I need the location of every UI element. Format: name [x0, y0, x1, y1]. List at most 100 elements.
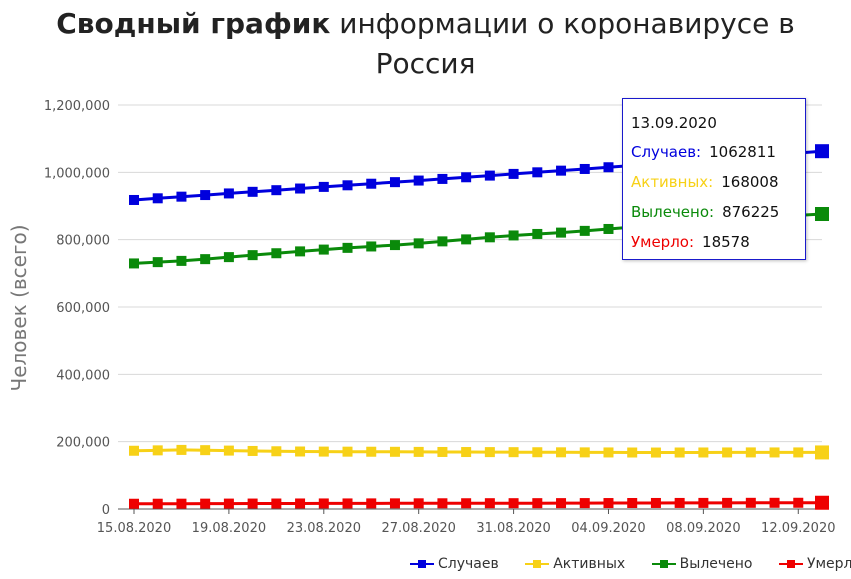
data-point[interactable]	[152, 498, 163, 509]
data-point[interactable]	[366, 178, 377, 189]
data-point[interactable]	[603, 223, 614, 234]
data-point[interactable]	[176, 255, 187, 266]
data-point[interactable]	[176, 498, 187, 509]
data-point[interactable]	[769, 447, 780, 458]
data-point[interactable]	[200, 498, 211, 509]
data-point[interactable]	[318, 244, 329, 255]
data-point[interactable]	[366, 498, 377, 509]
data-point[interactable]	[200, 445, 211, 456]
data-point[interactable]	[532, 228, 543, 239]
data-point[interactable]	[413, 446, 424, 457]
data-point[interactable]	[318, 498, 329, 509]
data-point[interactable]	[722, 447, 733, 458]
data-point[interactable]	[532, 447, 543, 458]
data-point[interactable]	[247, 445, 258, 456]
data-point[interactable]	[556, 165, 567, 176]
data-point[interactable]	[129, 194, 139, 205]
data-point[interactable]	[247, 186, 258, 197]
data-point[interactable]	[437, 236, 448, 247]
data-point[interactable]	[200, 254, 211, 265]
data-point[interactable]	[722, 497, 733, 508]
data-point[interactable]	[815, 445, 829, 460]
data-point[interactable]	[769, 497, 780, 508]
legend-item-cases[interactable]: Случаев	[410, 556, 499, 572]
data-point[interactable]	[271, 446, 282, 457]
data-point[interactable]	[152, 257, 163, 268]
data-point[interactable]	[745, 497, 756, 508]
data-point[interactable]	[461, 172, 472, 183]
data-point[interactable]	[437, 173, 448, 184]
data-point[interactable]	[318, 446, 329, 457]
legend-item-deaths[interactable]: Умерло	[778, 556, 851, 572]
data-point[interactable]	[508, 168, 519, 179]
data-point[interactable]	[674, 497, 685, 508]
data-point[interactable]	[579, 163, 590, 174]
data-point[interactable]	[508, 230, 519, 241]
data-point[interactable]	[556, 447, 567, 458]
data-point[interactable]	[437, 498, 448, 509]
data-point[interactable]	[793, 497, 804, 508]
data-point[interactable]	[200, 190, 211, 201]
data-point[interactable]	[674, 447, 685, 458]
data-point[interactable]	[532, 167, 543, 178]
data-point[interactable]	[698, 497, 709, 508]
data-point[interactable]	[603, 498, 614, 509]
data-point[interactable]	[793, 447, 804, 458]
data-point[interactable]	[271, 248, 282, 259]
data-point[interactable]	[295, 498, 306, 509]
data-point[interactable]	[461, 498, 472, 509]
data-point[interactable]	[461, 234, 472, 245]
data-point[interactable]	[152, 445, 163, 456]
data-point[interactable]	[247, 250, 258, 261]
data-point[interactable]	[413, 238, 424, 249]
data-point[interactable]	[389, 177, 400, 188]
data-point[interactable]	[366, 241, 377, 252]
data-point[interactable]	[129, 445, 139, 456]
data-point[interactable]	[650, 447, 661, 458]
data-point[interactable]	[223, 188, 234, 199]
data-point[interactable]	[461, 447, 472, 458]
data-point[interactable]	[815, 144, 829, 159]
data-point[interactable]	[579, 498, 590, 509]
data-point[interactable]	[389, 498, 400, 509]
data-point[interactable]	[176, 444, 187, 455]
data-point[interactable]	[815, 495, 829, 510]
data-point[interactable]	[271, 498, 282, 509]
data-point[interactable]	[129, 498, 139, 509]
data-point[interactable]	[579, 447, 590, 458]
data-point[interactable]	[556, 498, 567, 509]
data-point[interactable]	[295, 183, 306, 194]
data-point[interactable]	[247, 498, 258, 509]
data-point[interactable]	[698, 447, 709, 458]
data-point[interactable]	[745, 447, 756, 458]
data-point[interactable]	[437, 446, 448, 457]
data-point[interactable]	[556, 227, 567, 238]
data-point[interactable]	[223, 498, 234, 509]
data-point[interactable]	[389, 446, 400, 457]
data-point[interactable]	[650, 497, 661, 508]
data-point[interactable]	[176, 191, 187, 202]
data-point[interactable]	[484, 498, 495, 509]
data-point[interactable]	[603, 162, 614, 173]
data-point[interactable]	[484, 232, 495, 243]
data-point[interactable]	[389, 240, 400, 251]
data-point[interactable]	[318, 181, 329, 192]
legend-item-active[interactable]: Активных	[525, 556, 625, 572]
data-point[interactable]	[342, 242, 353, 253]
data-point[interactable]	[627, 498, 638, 509]
data-point[interactable]	[295, 446, 306, 457]
data-point[interactable]	[366, 446, 377, 457]
data-point[interactable]	[508, 498, 519, 509]
data-point[interactable]	[413, 498, 424, 509]
data-point[interactable]	[342, 498, 353, 509]
data-point[interactable]	[484, 447, 495, 458]
data-point[interactable]	[484, 170, 495, 181]
data-point[interactable]	[815, 207, 829, 222]
data-point[interactable]	[342, 180, 353, 191]
data-point[interactable]	[627, 447, 638, 458]
data-point[interactable]	[295, 246, 306, 257]
data-point[interactable]	[413, 175, 424, 186]
data-point[interactable]	[579, 225, 590, 236]
data-point[interactable]	[342, 446, 353, 457]
